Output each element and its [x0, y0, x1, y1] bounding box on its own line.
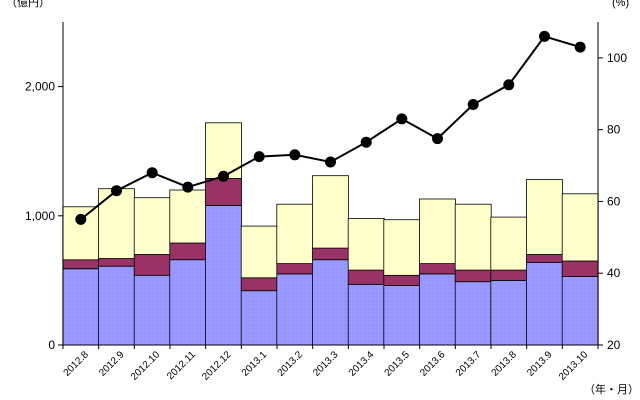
bar-segment-1-2013.8	[490, 279, 528, 346]
x-category-label: 2013.2	[276, 349, 306, 379]
x-category-label: 2012.10	[129, 349, 163, 383]
x-axis-unit: （年・月）	[584, 382, 639, 396]
bar-segment-3-2013.3	[312, 175, 349, 249]
bar-segment-1-2013.6	[419, 273, 456, 346]
bar-segment-1-2013.3	[312, 259, 349, 346]
bar-segment-2-2013.4	[347, 269, 385, 285]
bar-segment-1-2012.9	[98, 265, 135, 346]
bar-segment-1-2013.9	[526, 261, 563, 346]
ratio-point-2012.10	[146, 167, 158, 179]
left-axis-unit: （億円）	[6, 0, 50, 9]
bar-segment-3-2013.1	[240, 225, 278, 279]
left-tick-label: 1,000	[25, 209, 55, 223]
x-category-label: 2013.10	[557, 349, 591, 383]
bar-segment-2-2013.1	[240, 277, 278, 292]
x-category-label: 2013.4	[347, 349, 377, 379]
bar-segment-3-2013.8	[490, 216, 528, 271]
bar-segment-1-2012.11	[169, 259, 207, 346]
ratio-point-2013.1	[253, 151, 265, 163]
bars-layer	[62, 122, 599, 346]
x-category-label: 2013.7	[454, 349, 484, 379]
ratio-point-2013.9	[539, 30, 550, 42]
bar-segment-2-2012.8	[62, 259, 100, 270]
bar-segment-1-2012.12	[205, 205, 242, 346]
bar-segment-2-2013.2	[276, 263, 314, 275]
left-tick-label: 0	[48, 338, 55, 352]
ratio-point-2013.8	[503, 79, 515, 91]
x-category-label: 2012.12	[200, 349, 234, 383]
bar-segment-3-2013.7	[454, 203, 492, 271]
x-category-label: 2013.3	[311, 349, 341, 379]
bar-segment-2-2012.11	[169, 242, 207, 261]
ratio-point-2012.11	[182, 181, 194, 193]
ratio-point-2013.2	[289, 149, 301, 161]
x-category-label: 2012.11	[165, 349, 198, 382]
line-layer	[75, 30, 586, 225]
bar-segment-3-2013.9	[526, 179, 563, 255]
bar-segment-1-2012.10	[133, 274, 171, 346]
bar-segment-1-2013.2	[276, 273, 314, 346]
bar-segment-3-2012.9	[98, 188, 135, 259]
x-category-label: 2013.9	[525, 349, 555, 379]
right-tick-label: 80	[607, 123, 621, 137]
ratio-point-2013.3	[325, 156, 336, 168]
bar-segment-3-2013.6	[419, 198, 456, 264]
ratio-point-2012.8	[75, 213, 87, 225]
bar-segment-2-2013.5	[383, 274, 421, 286]
x-category-label: 2013.1	[240, 349, 270, 379]
bar-segment-1-2013.10	[561, 276, 599, 346]
right-tick-label: 100	[607, 51, 627, 65]
ratio-point-2013.4	[360, 136, 372, 148]
ratio-point-2013.7	[467, 99, 479, 110]
bar-segment-3-2013.10	[561, 193, 599, 262]
bar-segment-2-2012.9	[98, 257, 135, 267]
x-category-label: 2012.9	[97, 349, 127, 379]
right-tick-label: 60	[607, 194, 621, 208]
axes-layer	[62, 22, 599, 346]
x-category-label: 2013.6	[418, 349, 448, 379]
bar-segment-2-2012.10	[133, 254, 171, 276]
bar-segment-2-2013.6	[419, 263, 456, 275]
bar-segment-2-2013.10	[561, 260, 599, 277]
right-tick-label: 20	[607, 338, 621, 352]
bar-segment-1-2013.1	[240, 290, 278, 346]
bar-segment-3-2012.10	[133, 197, 171, 255]
ratio-point-2012.9	[111, 185, 122, 197]
bar-segment-2-2013.8	[490, 269, 528, 281]
bar-segment-2-2012.12	[205, 177, 242, 206]
ratio-point-2013.10	[574, 41, 586, 53]
x-category-label: 2012.8	[62, 349, 92, 379]
right-tick-label: 40	[607, 266, 621, 280]
bar-segment-3-2013.2	[276, 203, 314, 264]
bar-segment-2-2013.3	[312, 247, 349, 261]
bar-segment-1-2013.4	[347, 283, 385, 346]
bar-segment-2-2013.9	[526, 254, 563, 263]
right-axis-unit: (%)	[612, 0, 629, 9]
left-tick-label: 2,000	[25, 80, 55, 94]
x-category-label: 2013.8	[490, 349, 520, 379]
bar-segment-1-2013.7	[454, 281, 492, 346]
ratio-point-2013.5	[396, 113, 408, 125]
bar-segment-3-2013.4	[347, 217, 385, 271]
ratio-point-2013.6	[432, 133, 443, 145]
bar-segment-1-2012.8	[62, 268, 100, 346]
bar-segment-1-2013.5	[383, 285, 421, 346]
x-category-label: 2013.5	[383, 349, 413, 379]
ratio-point-2012.12	[218, 170, 229, 182]
bar-segment-3-2012.11	[169, 189, 207, 244]
bar-segment-3-2013.5	[383, 219, 421, 276]
bar-segment-2-2013.7	[454, 269, 492, 283]
